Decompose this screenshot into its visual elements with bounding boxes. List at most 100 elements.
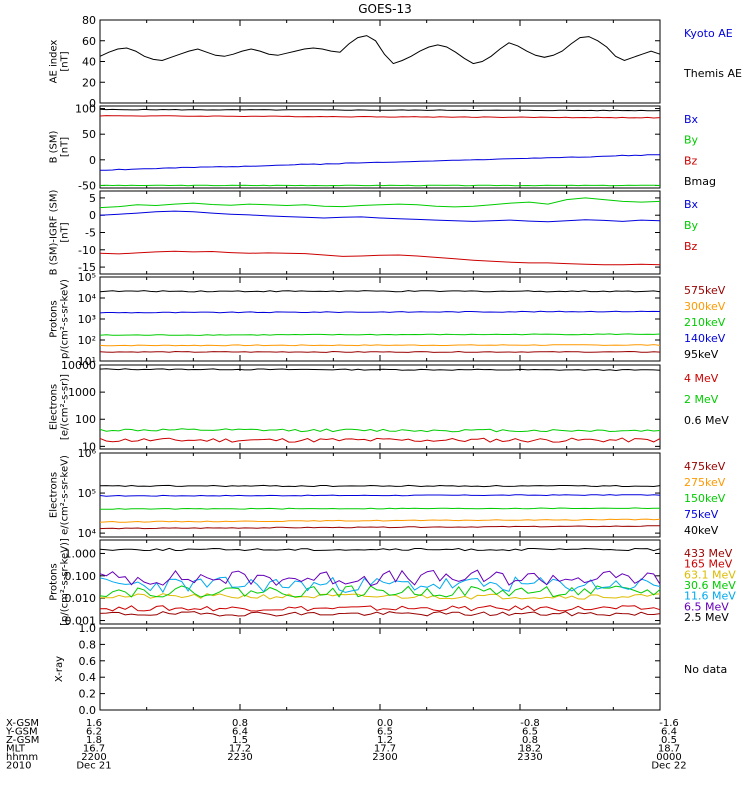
series-line-bx: [100, 154, 661, 171]
y-axis-label: [p/(cm²-s-sr-keV)]: [60, 538, 71, 626]
series-line-bz: [99, 250, 661, 266]
y-tick-label: 20: [82, 76, 96, 89]
y-tick-label: -5: [85, 227, 96, 240]
x-row-value: -0.8: [520, 718, 540, 729]
legend-entry: 2 MeV: [684, 393, 719, 406]
time-axis-labels: X-GSM 1.6 0.8 0.0 -0.8 -1.6 Y-GSM 6.2 6.4 6.5 6.5 6…: [5, 718, 687, 772]
x-row-value: 18.7: [658, 744, 680, 755]
legend-entry: 0.6 MeV: [684, 414, 729, 427]
legend-entry: Kyoto AE: [684, 27, 733, 40]
y-axis-label: AE index: [49, 40, 60, 84]
y-tick-label: 0: [89, 154, 96, 167]
y-tick-label: 80: [82, 14, 96, 27]
x-row-name: MLT: [6, 744, 26, 755]
legend-entry: By: [684, 134, 699, 147]
panel-6: 10⁴ 10⁵ 10⁶ Electrons e/(cm²-s-sr-keV) 475keV…: [49, 447, 726, 540]
y-axis-label: B (SM): [49, 130, 60, 163]
series-line-210kev: [99, 333, 661, 336]
panel-2: -50 0 50 100 B (SM) [nT] Bx By Bz Bmag: [49, 103, 717, 193]
legend-entry: Bx: [684, 198, 699, 211]
x-row-value: 6.4: [232, 727, 248, 738]
legend-entry: 2.5 MeV: [684, 611, 729, 624]
y-axis-label: B (SM)-IGRF (SM): [49, 190, 60, 276]
y-tick-label: 1000: [68, 386, 96, 399]
x-row-value: 0000: [656, 752, 681, 763]
legend-entry: 475keV: [684, 460, 726, 473]
panel-frame: [99, 105, 661, 189]
series-line-bx: [99, 210, 661, 223]
x-row-name: Y-GSM: [5, 727, 38, 738]
legend-entry: 6.5 MeV: [684, 600, 729, 613]
x-row-name: X-GSM: [6, 718, 39, 729]
y-tick-label: 0.2: [79, 688, 97, 701]
figure-title: GOES-13: [358, 2, 412, 16]
series-line-2-5-mev: [99, 547, 661, 552]
panel-frame: [99, 627, 661, 711]
legend-entry: Bz: [684, 240, 698, 253]
y-tick-label: 10: [82, 440, 96, 453]
series-line-140kev: [99, 310, 661, 314]
panel-1: 0 20 40 60 80 AE index [nT] Kyoto AE Themis AE: [49, 14, 742, 110]
x-row-value: 6.5: [377, 727, 393, 738]
series-line-275kev: [99, 518, 661, 523]
x-row-value: 0.8: [522, 735, 538, 746]
legend-entry: 75keV: [684, 508, 719, 521]
x-row-name: Z-GSM: [6, 735, 39, 746]
x-row-name: hhmm: [6, 752, 38, 763]
x-row-value: 1.2: [377, 735, 393, 746]
series-line-4-mev: [99, 437, 661, 443]
y-tick-label: 0.001: [65, 615, 97, 628]
y-tick-label: 0: [89, 209, 96, 222]
panel-frame: [99, 539, 661, 625]
y-tick-label: -10: [78, 244, 96, 257]
series-line-63-1-mev: [100, 593, 661, 600]
y-tick-label: 100: [75, 103, 96, 116]
y-tick-label: 10⁴: [78, 527, 97, 540]
x-row-value: 17.2: [229, 744, 251, 755]
x-row-value: 16.7: [83, 744, 105, 755]
legend-entry: 300keV: [684, 300, 726, 313]
legend-entry: 140keV: [684, 332, 726, 345]
y-axis-label: Protons: [49, 563, 60, 600]
y-axis-label: p/(cm²-s-sr-keV): [60, 279, 71, 359]
y-axis-label: Protons: [49, 300, 60, 337]
series-line-themis-ae: [99, 35, 661, 65]
y-tick-label: 1.0: [79, 622, 97, 635]
panel-8: 0.0 0.2 0.4 0.6 0.8 1.0 X-ray No data: [54, 622, 727, 717]
series-line-30-6-mev: [99, 585, 661, 598]
legend-entry: 63.1 MeV: [684, 568, 736, 581]
x-row-value: 1.6: [86, 718, 102, 729]
series-line-0-6-mev: [99, 368, 661, 372]
y-tick-label: 10⁵: [78, 487, 96, 500]
series-line-bmag: [99, 108, 661, 112]
y-tick-label: 10⁴: [78, 292, 97, 305]
legend-entry: 11.6 MeV: [684, 590, 736, 603]
legend-entry: Bx: [684, 113, 699, 126]
y-axis-label: [nT]: [60, 137, 71, 157]
legend-entry: By: [684, 219, 699, 232]
panel-frame: [99, 276, 661, 362]
x-row-value: 2300: [372, 752, 397, 763]
series-line-by: [99, 197, 661, 209]
y-tick-label: 50: [82, 128, 96, 141]
x-row-value: 6.5: [522, 727, 538, 738]
y-axis-label: e/(cm²-s-sr-keV): [60, 455, 71, 535]
series-line-6-5-mev: [99, 569, 661, 587]
x-row-value: 0.8: [232, 718, 248, 729]
series-line-75kev: [99, 494, 661, 497]
y-tick-label: 0.010: [65, 592, 97, 605]
x-row-value: 2330: [517, 752, 542, 763]
x-row-name: 2010: [6, 761, 31, 772]
legend-entry: Themis AE: [683, 67, 742, 80]
legend-entry: 95keV: [684, 348, 719, 361]
panel-frame: [99, 19, 661, 104]
x-row-value: 2200: [81, 752, 106, 763]
y-tick-label: 60: [82, 35, 96, 48]
y-tick-label: 10³: [78, 313, 96, 326]
x-row-value: 1.5: [232, 735, 248, 746]
series-line-by: [99, 184, 661, 187]
legend-entry: 165 MeV: [684, 558, 733, 571]
y-tick-label: 0.100: [65, 570, 97, 583]
legend-entry: 30.6 MeV: [684, 579, 736, 592]
x-row-value: 0.5: [661, 735, 677, 746]
